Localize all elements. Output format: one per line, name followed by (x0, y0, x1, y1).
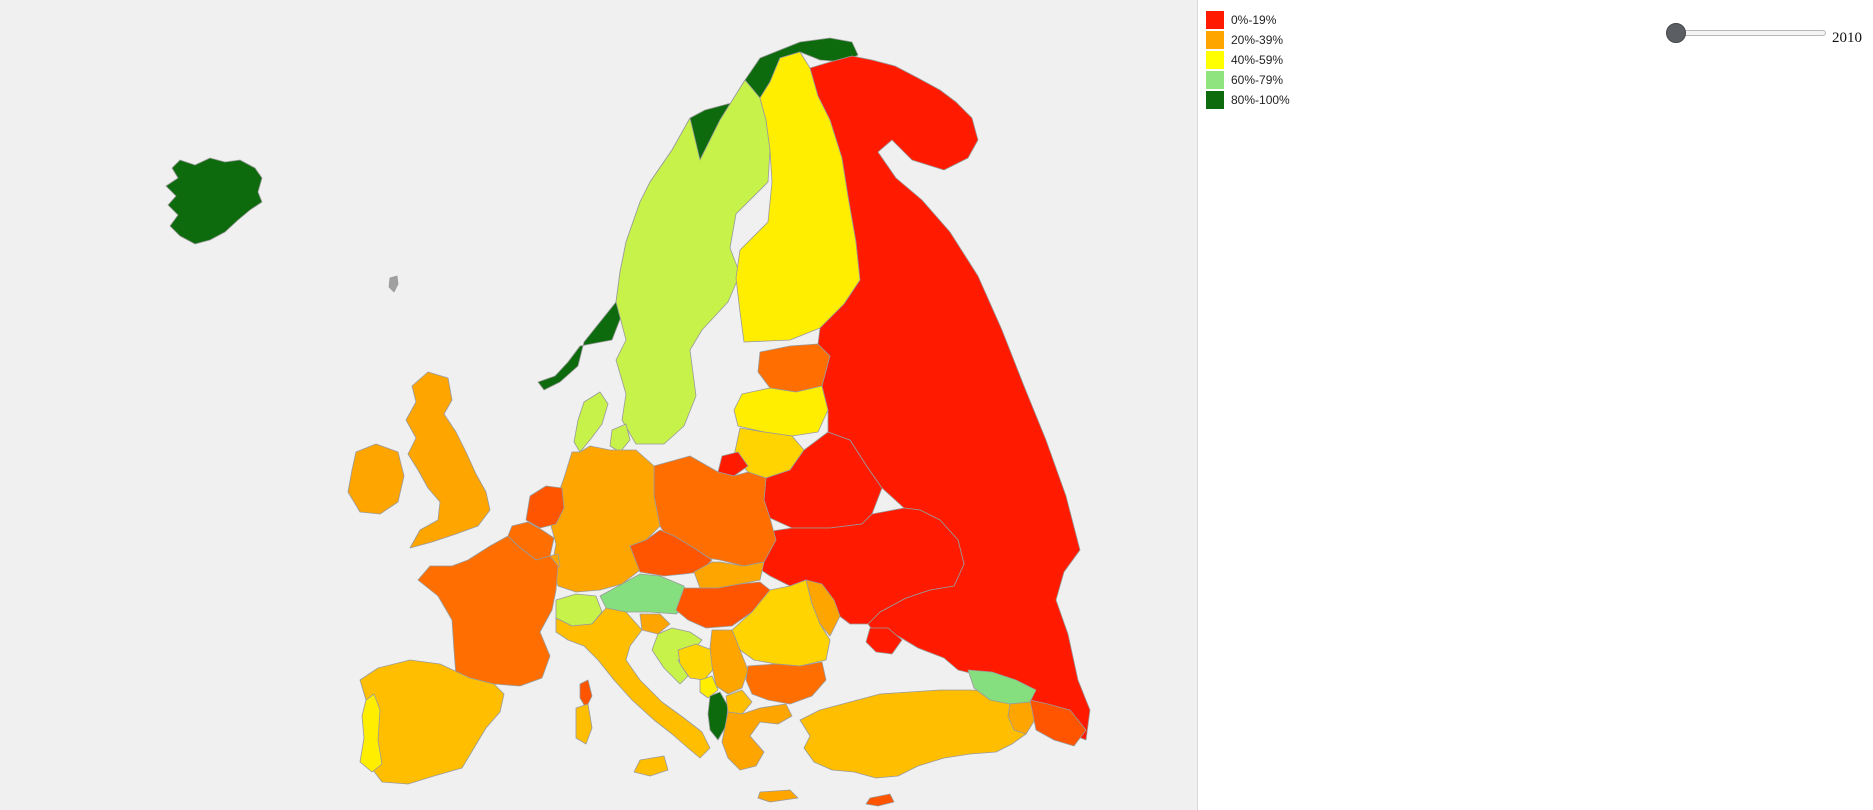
legend-swatch (1206, 51, 1224, 69)
country-croatia[interactable] (651, 627, 703, 685)
country-belarus[interactable] (763, 431, 883, 529)
legend-label: 80%-100% (1231, 93, 1290, 107)
country-sicily[interactable] (633, 755, 669, 777)
legend-item: 60%-79% (1206, 70, 1290, 90)
country-france[interactable] (417, 535, 559, 687)
country-crete[interactable] (757, 789, 799, 803)
country-ukraine[interactable] (741, 507, 965, 625)
legend-swatch (1206, 91, 1224, 109)
year-label: 2010 (1832, 30, 1862, 46)
legend-label: 40%-59% (1231, 53, 1284, 67)
country-azerbaijan[interactable] (1029, 699, 1087, 747)
slider-thumb[interactable] (1666, 23, 1686, 43)
country-montenegro[interactable] (699, 675, 719, 699)
legend-swatch (1206, 71, 1224, 89)
country-russia[interactable] (809, 55, 1091, 741)
legend-label: 20%-39% (1231, 33, 1284, 47)
country-kaliningrad[interactable] (717, 451, 749, 477)
country-iceland[interactable] (165, 157, 263, 245)
country-romania[interactable] (731, 579, 831, 667)
country-cyprus[interactable] (865, 793, 895, 807)
legend-swatch (1206, 11, 1224, 29)
year-slider[interactable] (1666, 22, 1828, 44)
legend-item: 0%-19% (1206, 10, 1290, 30)
country-corsica[interactable] (579, 679, 593, 709)
country-bosnia[interactable] (677, 643, 717, 681)
country-italy[interactable] (555, 607, 711, 759)
country-crimea[interactable] (865, 627, 903, 655)
country-serbia[interactable] (709, 629, 749, 695)
legend: 0%-19% 20%-39% 40%-59% 60%-79% 80%-100% (1206, 10, 1290, 110)
legend-label: 60%-79% (1231, 73, 1284, 87)
country-uk[interactable] (405, 371, 491, 549)
legend-swatch (1206, 31, 1224, 49)
country-denmark[interactable] (573, 391, 609, 453)
country-albania[interactable] (707, 691, 729, 741)
country-macedonia[interactable] (725, 689, 753, 715)
country-bulgaria[interactable] (745, 661, 827, 705)
map-panel (0, 0, 1198, 810)
country-slovenia[interactable] (639, 613, 671, 635)
legend-item: 80%-100% (1206, 90, 1290, 110)
legend-item: 20%-39% (1206, 30, 1290, 50)
country-faroe-islands[interactable] (388, 275, 399, 293)
country-czechia[interactable] (629, 529, 713, 577)
country-latvia[interactable] (733, 385, 829, 437)
country-portugal[interactable] (359, 693, 383, 773)
country-ireland[interactable] (347, 443, 405, 515)
country-sardinia[interactable] (575, 703, 593, 745)
country-greece[interactable] (721, 703, 793, 771)
legend-item: 40%-59% (1206, 50, 1290, 70)
europe-choropleth-map (165, 37, 1091, 807)
country-netherlands[interactable] (525, 485, 565, 529)
slider-track[interactable] (1674, 30, 1826, 36)
country-denmark-zealand[interactable] (609, 423, 631, 453)
legend-label: 0%-19% (1231, 13, 1277, 27)
country-turkey[interactable] (799, 689, 1031, 779)
country-estonia[interactable] (757, 343, 831, 393)
